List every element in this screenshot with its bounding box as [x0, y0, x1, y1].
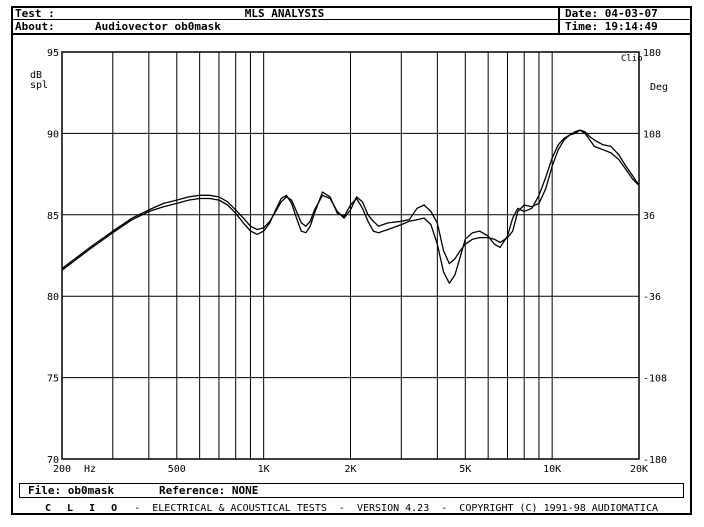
y-tick-label: 80: [47, 292, 59, 303]
x-tick-label: 1K: [258, 464, 270, 475]
y2-tick-label: 36: [643, 211, 655, 222]
y-tick-label: 90: [47, 129, 59, 140]
axis-labels: 95 90 85 80 75 70 180 108 36 -36 -108 -180 200 500 1K 2…: [47, 48, 667, 475]
date-readout: Date: 04-03-07: [565, 7, 658, 20]
header-panel: Test : MLS ANALYSIS Date: 04-03-07 About…: [11, 6, 692, 35]
x-tick-label: 10K: [543, 464, 561, 475]
about-value: Audiovector ob0mask: [95, 20, 221, 33]
x-tick-label: 200: [53, 464, 71, 475]
credits-text: - ELECTRICAL & ACOUSTICAL TESTS - VERSIO…: [134, 503, 658, 514]
clio-brand: C L I O: [45, 503, 123, 514]
test-label: Test :: [15, 7, 55, 20]
series-group: [61, 129, 640, 284]
y-axis-label-db: dB spl: [30, 70, 48, 91]
response-curve-2: [61, 129, 640, 284]
x-axis-unit: Hz: [84, 464, 96, 475]
clio-corner-label: Clio: [621, 54, 643, 64]
analysis-title: MLS ANALYSIS: [244, 7, 325, 20]
y-tick-label: 75: [47, 374, 59, 385]
y2-tick-label: -108: [643, 374, 667, 385]
file-info-box: File: ob0mask Reference: NONE: [19, 483, 684, 498]
y-tick-label: 70: [47, 455, 59, 466]
x-tick-label: 500: [168, 464, 186, 475]
about-label: About:: [15, 20, 55, 33]
header-row-about: About: Audiovector ob0mask Time: 19:14:4…: [11, 20, 692, 34]
status-bar: C L I O - ELECTRICAL & ACOUSTICAL TESTS …: [11, 503, 692, 515]
y2-axis-label: Deg: [650, 82, 668, 93]
y2-tick-label: 180: [643, 48, 661, 59]
y-tick-label: 85: [47, 211, 59, 222]
file-name: File: ob0mask: [28, 484, 115, 497]
grid: [62, 52, 639, 459]
plot-border: [61, 51, 640, 460]
header-separator: [558, 6, 560, 34]
y2-tick-label: -36: [643, 292, 661, 303]
x-tick-label: 20K: [630, 464, 648, 475]
header-divider: [11, 19, 692, 20]
y2-tick-label: 108: [643, 129, 661, 140]
analysis-window: [11, 6, 692, 515]
header-bottom-rule: [11, 33, 692, 35]
y-tick-label: 95: [47, 48, 59, 59]
x-tick-label: 5K: [459, 464, 471, 475]
y2-tick-label: -180: [643, 455, 667, 466]
reference-name: Reference: NONE: [159, 484, 259, 497]
header-row-test: Test : MLS ANALYSIS Date: 04-03-07: [11, 7, 692, 21]
x-tick-label: 2K: [344, 464, 356, 475]
response-curve-1: [61, 129, 640, 270]
time-readout: Time: 19:14:49: [565, 20, 658, 33]
